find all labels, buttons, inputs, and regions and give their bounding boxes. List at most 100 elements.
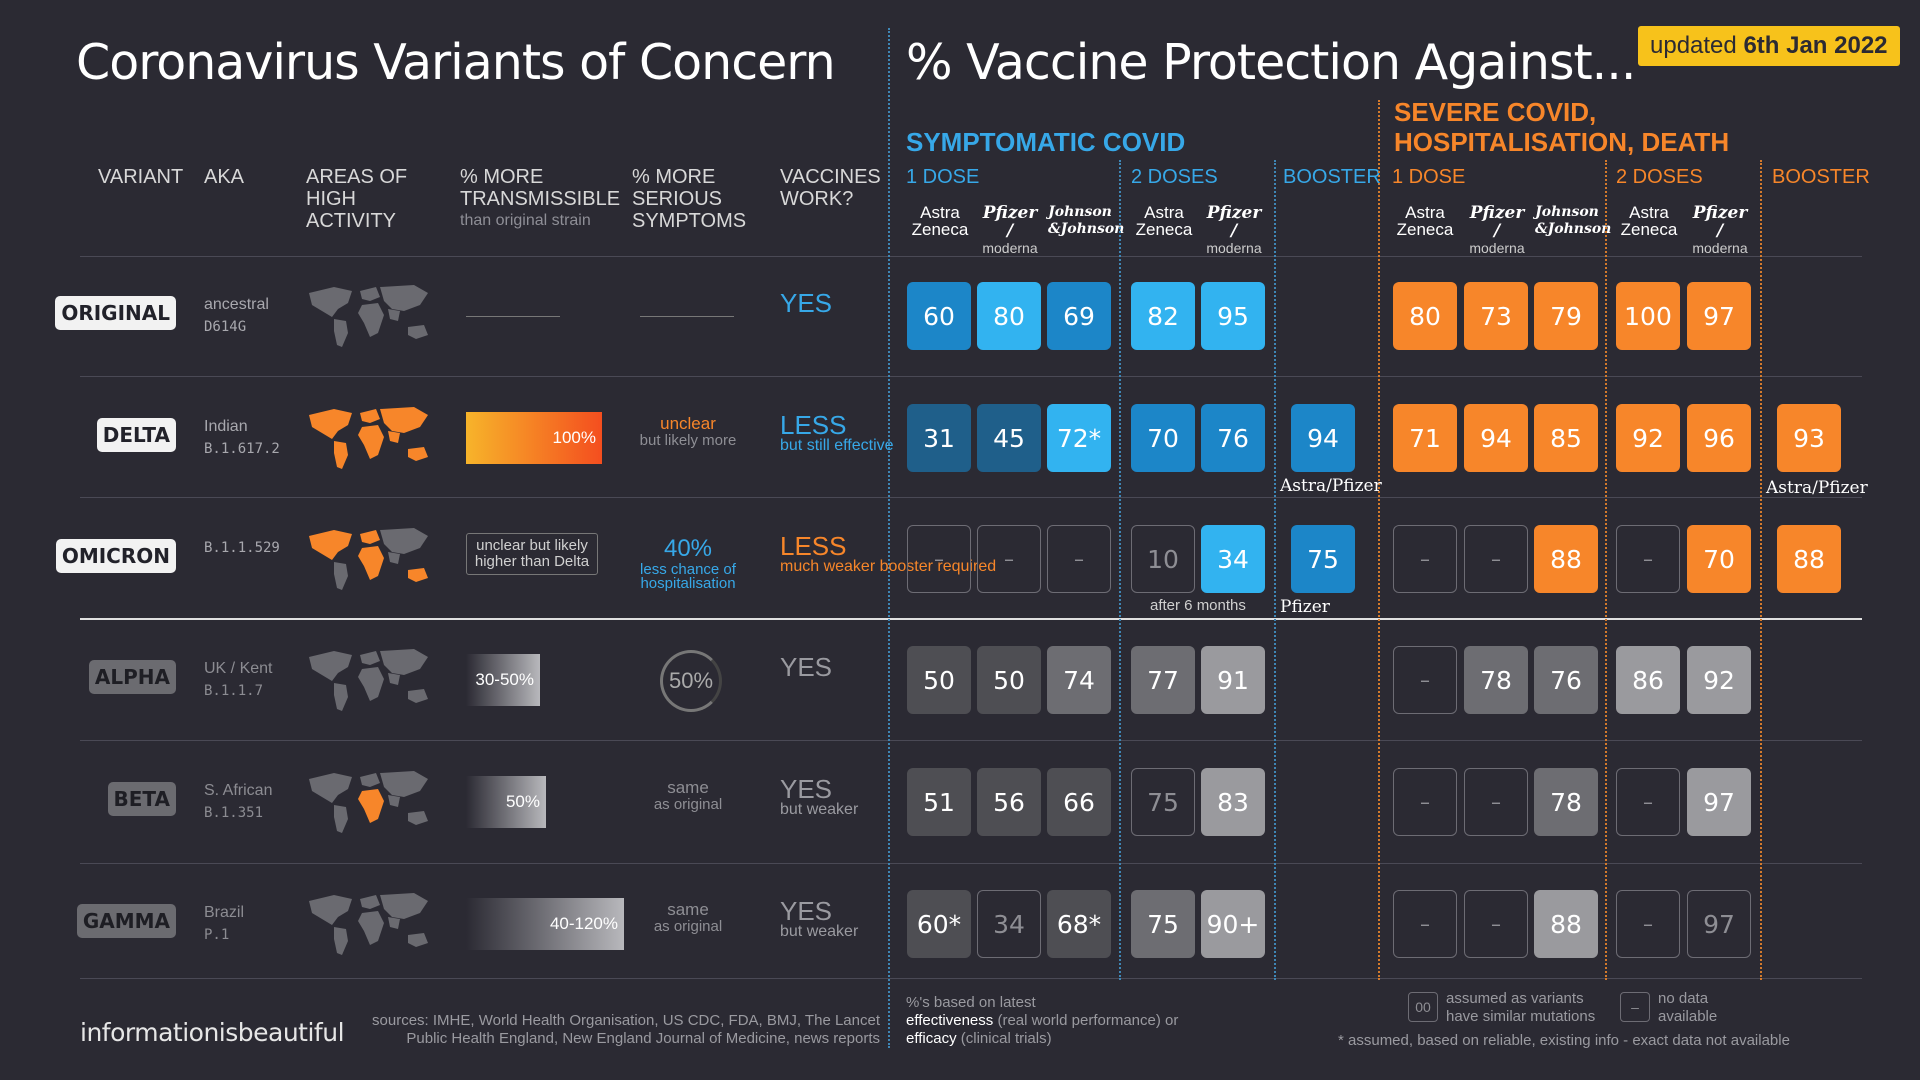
symptomatic-cell: 95 <box>1201 282 1265 350</box>
effectiveness-desc: (real world performance) or <box>993 1012 1179 1029</box>
brand-astra: Astra <box>1629 203 1669 222</box>
serious-sub: less chance of hospitalisation <box>640 561 736 592</box>
serious-main: 40% <box>663 535 713 562</box>
world-map <box>304 889 434 959</box>
severe-cell: 92 <box>1616 404 1680 472</box>
vaccines-work-main: YES <box>780 652 833 682</box>
symptomatic-cell: 50 <box>977 646 1041 714</box>
symptomatic-cell: 94 <box>1291 404 1355 472</box>
sources-line2: Public Health England, New England Journ… <box>406 1030 880 1047</box>
serious-ring: 50% <box>660 650 722 712</box>
vaccines-work-sub: but weaker <box>780 801 859 818</box>
variant-aka: S. African B.1.351 <box>204 780 272 824</box>
legend-nodata-box: – <box>1620 992 1650 1022</box>
vaccines-work: YES but weaker <box>780 774 859 818</box>
severe-cell: 88 <box>1534 525 1598 593</box>
brand-zeneca: Zeneca <box>1396 220 1454 239</box>
severe-cell: 88 <box>1777 525 1841 593</box>
symptomatic-cell: 68* <box>1047 890 1111 958</box>
severe-cell: 70 <box>1687 525 1751 593</box>
col-areas: AREAS OF HIGH ACTIVITY <box>306 166 408 232</box>
transmissible-bar: 30-50% <box>466 654 540 706</box>
header-divider <box>80 256 1862 257</box>
col-transmissible-label: % MORE TRANSMISSIBLE <box>460 166 621 210</box>
symptomatic-cell: 66 <box>1047 768 1111 836</box>
vaccine-brand-label: Pfizer / moderna <box>1202 204 1266 257</box>
severe-cell: 97 <box>1687 768 1751 836</box>
sev-2dose-label: 2 DOSES <box>1616 166 1703 188</box>
col-transmissible: % MORE TRANSMISSIBLE than original strai… <box>460 166 620 232</box>
symptomatic-cell: 51 <box>907 768 971 836</box>
vaccine-brand-label: Astra Zeneca <box>1617 204 1681 238</box>
world-map <box>304 767 434 837</box>
world-map <box>304 403 434 473</box>
col-variant: VARIANT <box>98 166 184 188</box>
vaccine-brand-label: Johnson &Johnson <box>1048 204 1124 238</box>
variant-aka: UK / Kent B.1.1.7 <box>204 658 272 702</box>
brand-zeneca: Zeneca <box>1135 220 1193 239</box>
severe-cell: – <box>1616 768 1680 836</box>
section-divider-orange <box>1378 100 1380 980</box>
severe-cell: 79 <box>1534 282 1598 350</box>
vaccines-work: LESS but still effective <box>780 412 894 454</box>
dose-divider <box>1605 160 1607 980</box>
aka-name: Indian <box>204 418 248 435</box>
aka-code: B.1.617.2 <box>204 441 280 457</box>
booster-note: Astra/Pfizer <box>1766 478 1868 498</box>
vaccine-brand-label: Pfizer / moderna <box>978 204 1042 257</box>
aka-code: B.1.1.529 <box>204 540 280 556</box>
updated-date: 6th Jan 2022 <box>1743 32 1888 59</box>
symptomatic-cell: 60* <box>907 890 971 958</box>
sym-1dose-label: 1 DOSE <box>906 166 980 188</box>
serious-main: same <box>667 778 709 797</box>
brand-astra: Astra <box>1144 203 1184 222</box>
serious-text: same as original <box>626 778 750 812</box>
dose-divider <box>1274 160 1276 980</box>
severe-cell: – <box>1393 890 1457 958</box>
vaccines-work-sub: much weaker booster required <box>780 558 997 575</box>
symptomatic-cell: 56 <box>977 768 1041 836</box>
aka-name: ancestral <box>204 296 269 313</box>
section-divider-blue <box>888 28 890 1048</box>
symptomatic-cell: 34 <box>977 890 1041 958</box>
updated-prefix: updated <box>1650 32 1737 59</box>
section-symptomatic: SYMPTOMATIC COVID <box>906 127 1186 157</box>
severe-cell: 93 <box>1777 404 1841 472</box>
legend-nodata-text: no data available <box>1658 990 1718 1025</box>
severe-cell: 96 <box>1687 404 1751 472</box>
sym-booster-label: BOOSTER <box>1283 166 1381 188</box>
severe-cell: 78 <box>1464 646 1528 714</box>
dose-divider <box>1119 160 1121 980</box>
brand-moderna: moderna <box>1469 240 1525 256</box>
brand-pfizer: Pfizer / <box>1469 203 1525 241</box>
aka-code: D614G <box>204 319 247 335</box>
severe-cell: 97 <box>1687 282 1751 350</box>
symptomatic-cell: 75 <box>1291 525 1355 593</box>
vaccine-brand-label: Astra Zeneca <box>1132 204 1196 238</box>
vaccines-work: YES <box>780 290 832 316</box>
symptomatic-cell: – <box>907 525 971 593</box>
row-divider <box>80 863 1862 864</box>
vaccine-brand-label: Pfizer / moderna <box>1465 204 1529 257</box>
sources-line1: sources: IMHE, World Health Organisation… <box>372 1012 880 1029</box>
variant-aka: Indian B.1.617.2 <box>204 416 280 460</box>
vaccines-work: YES but weaker <box>780 898 858 940</box>
legend-assumed-box: 00 <box>1408 992 1438 1022</box>
symptomatic-cell: – <box>1047 525 1111 593</box>
variant-aka: ancestral D614G <box>204 294 269 338</box>
brand-zeneca: Zeneca <box>911 220 969 239</box>
vaccines-work-main: YES <box>780 774 833 804</box>
section-severe-line2: HOSPITALISATION, DEATH <box>1394 127 1730 157</box>
brand-pfizer: Pfizer / <box>982 203 1038 241</box>
brand-johnson2: &Johnson <box>1535 221 1612 237</box>
booster-note: Astra/Pfizer <box>1280 476 1382 496</box>
symptomatic-cell: 50 <box>907 646 971 714</box>
severe-cell: – <box>1616 525 1680 593</box>
brand-johnson: Johnson <box>1048 204 1112 220</box>
symptomatic-cell: 77 <box>1131 646 1195 714</box>
symptomatic-cell: 74 <box>1047 646 1111 714</box>
symptomatic-cell: 10 <box>1131 525 1195 593</box>
sources: sources: IMHE, World Health Organisation… <box>360 1012 880 1048</box>
symptomatic-cell: 34 <box>1201 525 1265 593</box>
efficacy-desc: (clinical trials) <box>956 1030 1052 1047</box>
